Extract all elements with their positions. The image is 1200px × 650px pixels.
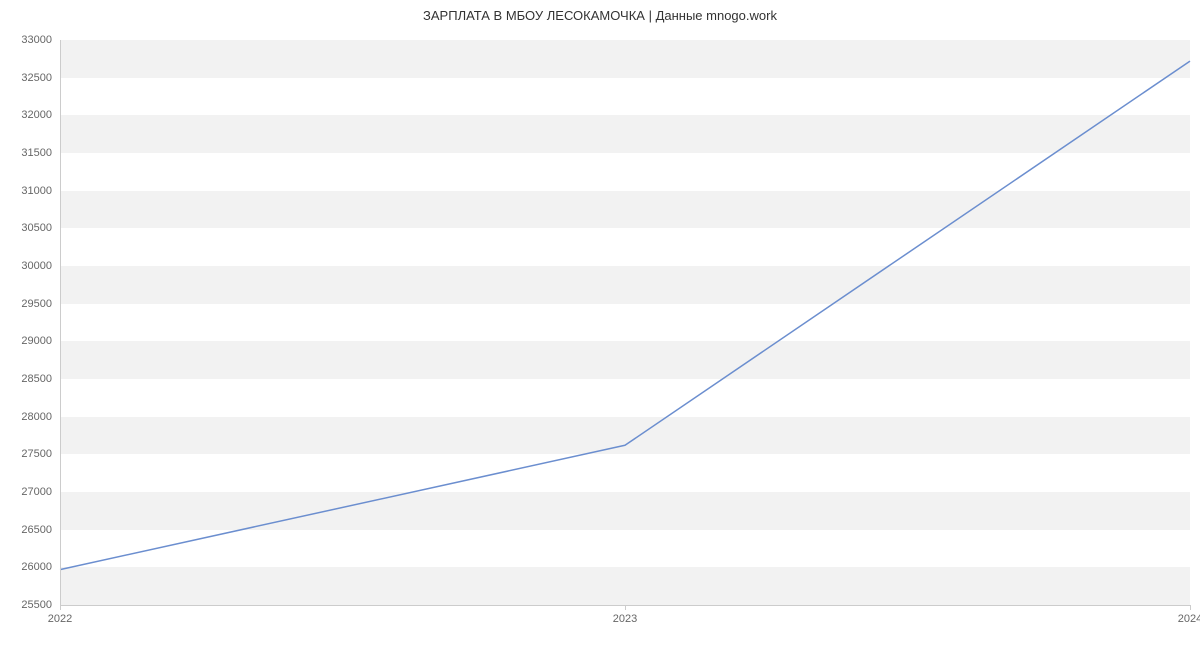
y-axis-line <box>60 40 61 605</box>
y-tick-label: 30500 <box>21 222 60 234</box>
y-tick-label: 31500 <box>21 147 60 159</box>
y-tick-label: 26000 <box>21 561 60 573</box>
y-tick-label: 28500 <box>21 373 60 385</box>
y-tick-label: 26500 <box>21 524 60 536</box>
y-tick-label: 27000 <box>21 486 60 498</box>
salary-line-chart: ЗАРПЛАТА В МБОУ ЛЕСОКАМОЧКА | Данные mno… <box>0 0 1200 650</box>
chart-title: ЗАРПЛАТА В МБОУ ЛЕСОКАМОЧКА | Данные mno… <box>0 8 1200 23</box>
y-tick-label: 29000 <box>21 335 60 347</box>
plot-area: 2550026000265002700027500280002850029000… <box>60 40 1190 605</box>
y-tick-label: 32000 <box>21 109 60 121</box>
line-series-salary <box>60 61 1190 570</box>
y-tick-label: 29500 <box>21 298 60 310</box>
x-tick-label: 2023 <box>613 605 637 625</box>
x-tick-label: 2024 <box>1178 605 1200 625</box>
x-tick-label: 2022 <box>48 605 72 625</box>
y-tick-label: 28000 <box>21 411 60 423</box>
y-tick-label: 30000 <box>21 260 60 272</box>
line-series-layer <box>60 40 1190 605</box>
y-tick-label: 31000 <box>21 185 60 197</box>
y-tick-label: 33000 <box>21 34 60 46</box>
y-tick-label: 27500 <box>21 448 60 460</box>
y-tick-label: 32500 <box>21 72 60 84</box>
